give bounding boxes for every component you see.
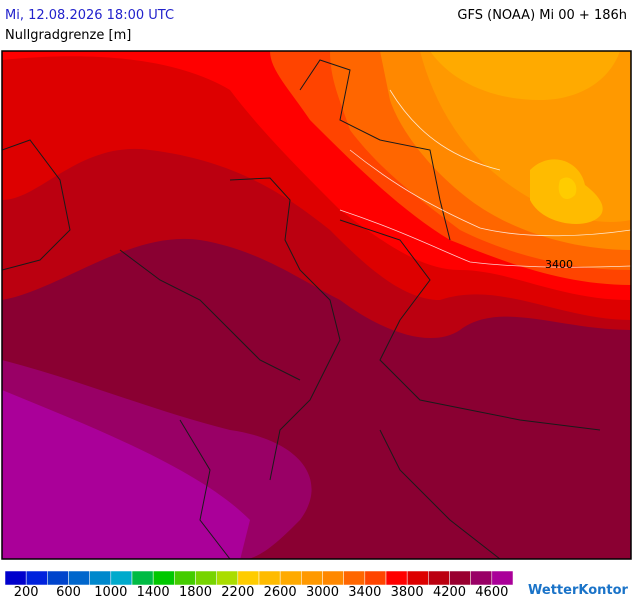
color-swatch: [343, 570, 366, 586]
color-swatch: [195, 570, 217, 586]
color-swatch: [68, 570, 90, 586]
colorbar-label: 4200: [433, 585, 466, 600]
color-swatch: [47, 570, 69, 586]
colorbar-label: 1000: [94, 585, 127, 600]
map: 3400: [1, 50, 632, 560]
colorbar-label: 1400: [137, 585, 170, 600]
color-swatch: [89, 570, 112, 586]
color-swatch: [449, 570, 471, 586]
colorbar-label: 200: [14, 585, 39, 600]
contour-label: 3400: [545, 258, 573, 271]
colorbar: 200 600 1000 1400 1800 2200 2600 3000 3400 3800 42…: [4, 570, 514, 600]
logo: WetterKontor: [528, 583, 629, 598]
color-swatch: [406, 570, 429, 586]
color-swatch: [279, 570, 302, 586]
color-swatch: [131, 570, 154, 586]
color-swatch: [364, 570, 387, 586]
color-swatch: [470, 570, 493, 586]
colorbar-label: 3800: [391, 585, 424, 600]
colorbar-label: 600: [56, 585, 81, 600]
colorbar-label: 4600: [475, 585, 508, 600]
color-swatch: [152, 570, 175, 586]
color-swatch: [174, 570, 196, 586]
color-swatch: [385, 570, 408, 586]
color-swatch: [258, 570, 281, 586]
subtitle: Nullgradgrenze [m]: [5, 28, 131, 43]
color-swatch: [4, 570, 27, 586]
colorbar-label: 3400: [348, 585, 381, 600]
color-swatch: [237, 570, 260, 586]
colorbar-label: 2600: [264, 585, 297, 600]
color-swatch: [301, 570, 323, 586]
color-swatch: [110, 570, 133, 586]
color-swatch: [216, 570, 239, 586]
date-title: Mi, 12.08.2026 18:00 UTC: [5, 8, 174, 23]
model-info: GFS (NOAA) Mi 00 + 186h: [457, 8, 627, 23]
colorbar-label: 1800: [179, 585, 212, 600]
color-swatch: [322, 570, 344, 586]
color-swatch: [491, 570, 514, 586]
color-swatch: [25, 570, 48, 586]
color-swatch: [428, 570, 450, 586]
colorbar-label: 3000: [306, 585, 339, 600]
colorbar-label: 2200: [221, 585, 254, 600]
